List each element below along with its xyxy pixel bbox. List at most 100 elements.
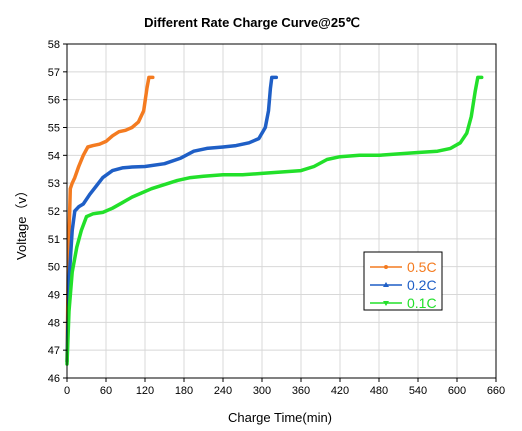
data-point-0.1C [473,89,477,93]
data-point-0.2C [70,229,74,232]
data-point-0.5C [124,128,127,132]
data-point-0.2C [179,156,183,160]
data-point-0.1C [358,153,361,157]
x-tick-label: 360 [292,385,310,397]
legend-label-0.1C: 0.1C [407,295,437,311]
data-point-0.2C [257,137,261,141]
legend: 0.5C 0.2C 0.1C [363,251,443,311]
data-point-0.1C [449,146,452,150]
data-point-0.2C [163,162,166,166]
data-point-0.5C [130,126,134,129]
series-line-0.2C [65,75,279,364]
chart-title: Different Rate Charge Curve@25℃ [144,15,360,30]
data-point-0.5C [70,181,74,185]
x-tick-label: 180 [175,385,193,397]
x-tick-label: 0 [64,385,70,397]
data-point-0.1C [140,191,144,195]
data-point-0.2C [267,109,270,113]
data-point-0.1C [176,178,179,182]
data-point-0.1C [416,151,420,154]
y-tick-label: 49 [48,290,60,302]
y-axis-label: Voltage（v） [14,184,29,260]
data-point-0.2C [143,165,147,168]
data-point-0.1C [476,76,480,79]
data-point-0.1C [299,169,303,173]
data-point-0.5C [137,120,140,124]
grid [66,43,497,379]
data-point-0.1C [75,245,79,249]
data-point-0.1C [70,270,74,274]
data-point-0.1C [79,229,83,232]
y-tick-label: 47 [48,345,60,357]
x-tick-label: 600 [448,385,466,397]
data-point-0.5C [142,109,146,113]
data-point-0.1C [189,176,192,180]
data-point-0.2C [272,76,276,79]
data-point-0.1C [480,76,484,79]
y-tick-label: 57 [48,67,60,79]
data-point-0.5C [145,87,149,90]
legend-label-0.5C: 0.5C [407,259,437,275]
data-point-0.1C [397,152,400,156]
data-point-0.1C [338,155,342,159]
data-point-0.1C [312,165,316,168]
x-tick-label: 60 [100,385,112,397]
y-tick-label: 58 [48,39,60,51]
data-point-0.5C [81,153,85,157]
data-point-0.5C [117,130,121,134]
data-point-0.2C [205,146,209,150]
y-tick-label: 46 [48,373,60,385]
data-point-0.1C [67,309,71,313]
data-point-0.1C [377,153,381,157]
data-point-0.2C [73,209,77,213]
data-point-0.5C [104,140,108,143]
data-point-0.2C [269,87,272,90]
series-line-0.5C [65,75,155,364]
data-point-0.1C [260,172,264,175]
x-tick-label: 120 [136,385,154,397]
data-point-0.2C [81,202,85,206]
y-tick-label: 55 [48,123,60,135]
data-point-0.2C [274,76,278,79]
x-tick-label: 420 [331,385,349,397]
y-tick-label: 48 [48,317,60,329]
data-point-0.5C [77,165,81,168]
data-point-0.1C [111,206,114,210]
data-point-0.1C [120,201,124,205]
data-point-0.1C [163,183,166,186]
data-point-0.1C [91,212,95,216]
data-point-0.1C [101,210,105,214]
data-point-0.1C [465,131,469,135]
data-point-0.2C [270,76,274,79]
y-tick-label: 52 [48,206,60,218]
data-point-0.5C [98,142,101,146]
data-point-0.2C [111,169,114,173]
data-point-0.2C [120,166,124,170]
data-point-0.2C [130,165,134,169]
y-tick-label: 56 [48,95,60,107]
data-point-0.2C [77,205,81,209]
y-tick-label: 54 [48,150,60,162]
data-point-0.1C [221,173,225,177]
data-point-0.5C [151,76,155,79]
data-point-0.5C [73,176,77,180]
y-tick-label: 53 [48,178,60,190]
x-tick-label: 540 [409,385,427,397]
data-point-0.1C [436,149,439,153]
data-point-0.2C [192,149,196,153]
data-point-0.5C [86,145,90,149]
legend-marker-0.1C [383,301,389,306]
legend-marker-0.2C [383,282,389,287]
x-axis-label: Charge Time(min) [228,410,332,425]
data-point-0.1C [458,141,462,145]
data-point-0.1C [469,114,473,118]
legend-label-0.2C: 0.2C [407,277,437,293]
x-tick-label: 480 [370,385,388,397]
data-point-0.1C [280,170,283,174]
data-point-0.1C [325,158,329,161]
data-point-0.5C [68,187,72,191]
data-point-0.2C [263,126,267,129]
data-point-0.1C [150,187,153,191]
data-point-0.1C [130,195,134,199]
